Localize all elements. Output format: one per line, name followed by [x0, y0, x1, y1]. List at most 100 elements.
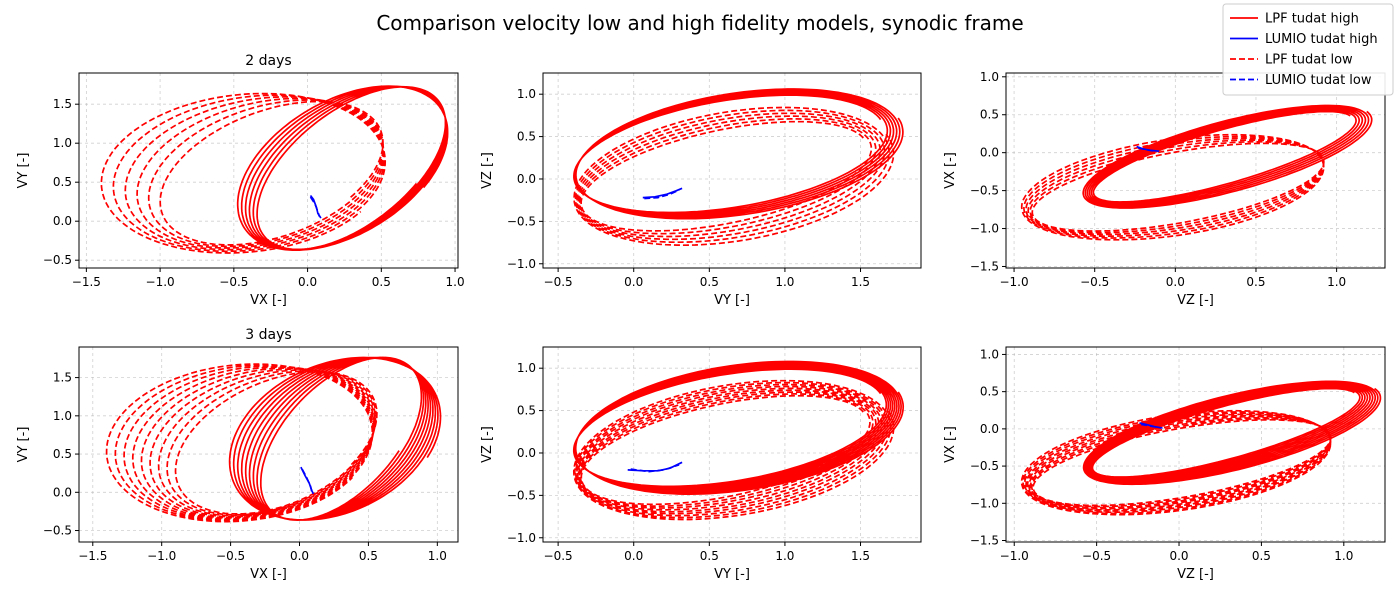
x-tick-label: 1.0	[1334, 549, 1353, 563]
y-axis-label: VY [-]	[16, 427, 31, 463]
x-tick-label: 0.5	[372, 275, 391, 289]
x-tick-label: −1.0	[999, 275, 1028, 289]
series-line-2	[100, 92, 387, 254]
series-line-2	[1020, 133, 1325, 241]
y-tick-label: 1.5	[53, 97, 72, 111]
x-tick-label: 0.0	[624, 275, 643, 289]
y-tick-label: 0.0	[980, 422, 999, 436]
x-tick-label: 0.5	[700, 549, 719, 563]
legend-label: LPF tudat high	[1265, 12, 1359, 27]
series-line-2	[573, 106, 895, 247]
y-tick-label: 0.0	[53, 214, 72, 228]
x-tick-label: −0.5	[1080, 275, 1109, 289]
series-line-2	[572, 379, 895, 521]
series-line-4	[644, 189, 680, 200]
y-tick-label: −1.5	[970, 259, 999, 273]
y-tick-label: 1.0	[53, 409, 72, 423]
y-tick-label: 0.5	[980, 108, 999, 122]
x-tick-label: −1.0	[146, 275, 175, 289]
y-tick-label: 0.5	[53, 447, 72, 461]
y-axis-label: VZ [-]	[480, 426, 495, 463]
y-tick-label: 1.0	[517, 361, 536, 375]
series-line-1	[573, 88, 904, 220]
y-tick-label: 0.5	[517, 404, 536, 418]
y-tick-label: −0.5	[507, 214, 536, 228]
x-tick-label: 1.0	[775, 549, 794, 563]
y-tick-label: −1.5	[970, 534, 999, 548]
x-tick-label: 1.0	[446, 275, 465, 289]
axes-frame	[1005, 72, 1386, 269]
axes-frame	[542, 346, 922, 543]
series-line-1	[236, 85, 449, 251]
y-tick-label: −1.0	[507, 531, 536, 545]
y-tick-label: 0.5	[53, 175, 72, 189]
y-tick-label: −1.0	[970, 496, 999, 510]
x-tick-label: −1.0	[147, 549, 176, 563]
x-tick-label: −0.5	[219, 275, 248, 289]
subplot-1: −1.5 −1.0 −0.5 0.0 0.5 1.0 −0.5 0.0 0.5 1.0 1.5 VX …	[16, 53, 465, 308]
axes-frame	[1005, 346, 1386, 543]
series-line-4	[309, 196, 321, 217]
x-tick-label: 0.5	[359, 549, 378, 563]
x-tick-label: 0.0	[624, 549, 643, 563]
y-tick-label: 0.0	[517, 446, 536, 460]
subplot-title: 2 days	[245, 53, 291, 69]
x-axis-label: VX [-]	[250, 567, 287, 582]
series-line-4	[1138, 147, 1155, 153]
y-tick-label: −0.5	[507, 488, 536, 502]
x-tick-label: −0.5	[544, 275, 573, 289]
legend-frame	[1222, 3, 1394, 96]
y-tick-label: 1.0	[980, 70, 999, 84]
x-tick-label: −1.5	[78, 549, 107, 563]
y-tick-label: 0.0	[980, 146, 999, 160]
subplot-4: −1.5 −1.0 −0.5 0.0 0.5 1.0 −0.5 0.0 0.5 1.0 1.5 VX …	[16, 327, 459, 582]
x-tick-label: −1.5	[72, 275, 101, 289]
series-line-1	[1082, 104, 1373, 209]
subplot-6: −1.0 −0.5 0.0 0.5 1.0−1.5−1.0−0.50.00.51.0VZ…	[943, 346, 1386, 582]
y-tick-label: 0.0	[517, 172, 536, 186]
series-line-1	[1082, 380, 1382, 486]
x-axis-label: VX [-]	[250, 293, 287, 308]
y-tick-label: 0.5	[517, 130, 536, 144]
figure-title: Comparison velocity low and high fidelit…	[376, 11, 1023, 35]
y-tick-label: −0.5	[970, 184, 999, 198]
y-tick-label: −1.0	[970, 222, 999, 236]
legend-label: LPF tudat low	[1265, 53, 1353, 68]
x-tick-label: 1.0	[775, 275, 794, 289]
x-axis-label: VZ [-]	[1177, 567, 1214, 582]
series-line-4	[301, 468, 313, 493]
axes-frame	[78, 72, 459, 269]
y-tick-label: −1.0	[507, 257, 536, 271]
series-line-2	[1020, 409, 1332, 516]
x-tick-label: 0.5	[1252, 549, 1271, 563]
y-tick-label: 1.0	[517, 87, 536, 101]
x-tick-label: −1.0	[1000, 549, 1029, 563]
y-tick-label: 0.5	[980, 385, 999, 399]
x-tick-label: 0.0	[1166, 275, 1185, 289]
y-tick-label: 1.0	[980, 347, 999, 361]
x-tick-label: 1.5	[851, 549, 870, 563]
x-tick-label: 0.0	[1169, 549, 1188, 563]
x-tick-label: −0.5	[216, 549, 245, 563]
subplot-3: −1.0 −0.5 0.0 0.5 1.0−1.5−1.0−0.50.00.51.0VZ…	[943, 70, 1386, 308]
y-axis-label: VX [-]	[943, 152, 958, 189]
x-tick-label: 0.5	[700, 275, 719, 289]
axes-frame	[542, 72, 922, 269]
subplot-5: −0.5 0.0 0.5 1.0 1.5 −1.0 −0.5 0.0 0.5 1.0 VY [-] V…	[480, 346, 922, 582]
x-tick-label: 0.5	[1246, 275, 1265, 289]
y-tick-label: −0.5	[43, 524, 72, 538]
y-tick-label: 1.0	[53, 136, 72, 150]
legend-label: LUMIO tudat high	[1265, 32, 1378, 47]
series-line-2	[105, 363, 378, 523]
y-tick-label: −0.5	[43, 253, 72, 267]
y-tick-label: 1.5	[53, 371, 72, 385]
subplot-title: 3 days	[245, 327, 291, 343]
x-tick-label: 1.5	[851, 275, 870, 289]
x-axis-label: VY [-]	[714, 567, 750, 582]
axes-frame	[78, 346, 459, 543]
subplot-2: −0.5 0.0 0.5 1.0 1.5 −1.0 −0.5 0.0 0.5 1.0 VY [-] V…	[480, 72, 922, 308]
x-tick-label: 0.0	[298, 275, 317, 289]
x-axis-label: VY [-]	[714, 293, 750, 308]
x-tick-label: −0.5	[544, 549, 573, 563]
